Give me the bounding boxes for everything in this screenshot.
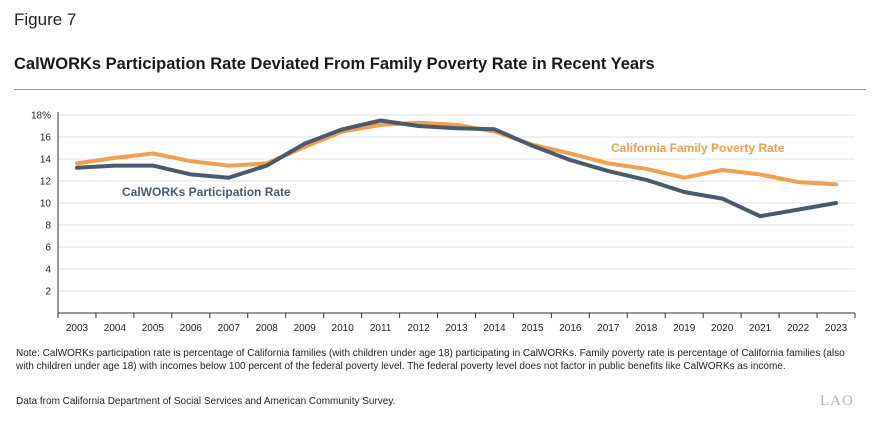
x-tick-label: 2021: [749, 323, 772, 334]
x-axis-ticks: 2003 2004 2005 2006 2007 2008 2009 2010 2011 2012…: [57, 313, 856, 334]
gridlines: [58, 114, 855, 292]
y-axis-ticks: 2 4 6 8 10 12 14 16 18%: [31, 111, 51, 298]
title-divider: [14, 89, 866, 90]
x-tick-label: 2023: [825, 323, 848, 334]
series-label-calworks: CalWORKs Participation Rate: [122, 185, 291, 199]
chart-source: Data from California Department of Socia…: [16, 396, 396, 407]
x-tick-label: 2006: [180, 323, 203, 334]
x-tick-label: 2007: [218, 323, 241, 334]
x-tick-label: 2018: [635, 323, 658, 334]
y-tick-label: 12: [40, 177, 52, 188]
x-tick-label: 2005: [142, 323, 165, 334]
y-tick-label: 16: [40, 133, 52, 144]
x-tick-label: 2016: [559, 323, 582, 334]
lao-logo: LAO: [820, 393, 854, 410]
x-tick-label: 2008: [256, 323, 279, 334]
chart-title: CalWORKs Participation Rate Deviated Fro…: [14, 55, 655, 73]
series-lines: [75, 118, 838, 219]
x-tick-label: 2004: [104, 323, 127, 334]
x-tick-label: 2009: [294, 323, 317, 334]
lao-logo-text: LAO: [820, 393, 854, 409]
x-tick-label: 2014: [483, 323, 506, 334]
y-tick-label: 4: [45, 265, 51, 276]
series-label-poverty: California Family Poverty Rate: [611, 141, 785, 155]
figure-label: Figure 7: [14, 10, 77, 29]
y-tick-label: 2: [45, 287, 51, 298]
x-tick-label: 2010: [332, 323, 355, 334]
y-tick-label: 8: [45, 221, 51, 232]
y-tick-label: 14: [40, 155, 52, 166]
x-tick-label: 2020: [711, 323, 734, 334]
y-tick-label: 18%: [31, 111, 51, 122]
chart-note: Note: CalWORKs participation rate is per…: [16, 348, 845, 372]
x-tick-label: 2022: [787, 323, 810, 334]
x-tick-label: 2011: [370, 323, 392, 334]
x-tick-label: 2015: [521, 323, 544, 334]
series-line-calworks: [75, 118, 838, 219]
x-tick-label: 2013: [445, 323, 468, 334]
series-line-poverty: [75, 120, 838, 187]
x-tick-label: 2003: [66, 323, 89, 334]
y-tick-label: 10: [40, 199, 52, 210]
x-tick-label: 2019: [673, 323, 696, 334]
y-tick-label: 6: [45, 243, 51, 254]
x-tick-label: 2017: [597, 323, 620, 334]
line-chart: 2 4 6 8 10 12 14 16 18% 2003 2004 2005 2006 2007 2008…: [31, 111, 856, 334]
x-tick-label: 2012: [407, 323, 430, 334]
